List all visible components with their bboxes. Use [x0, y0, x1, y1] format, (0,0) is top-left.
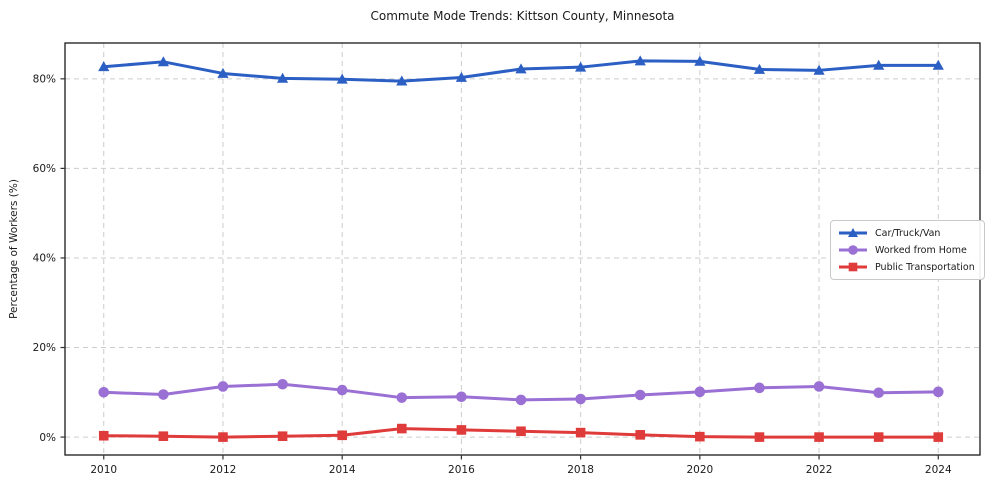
x-tick-label: 2022	[806, 464, 833, 476]
marker-worked-from-home	[98, 387, 110, 398]
marker-public-transportation	[754, 432, 765, 442]
marker-public-transportation	[396, 423, 407, 434]
marker-public-transportation	[516, 426, 526, 437]
marker-car-truck-van	[455, 71, 468, 82]
marker-car-truck-van	[396, 75, 408, 86]
marker-public-transportation	[337, 430, 347, 441]
legend-marker-triangle-icon	[839, 228, 867, 237]
y-tick-label: 80%	[33, 74, 56, 86]
marker-worked-from-home	[813, 381, 825, 392]
legend: Car/Truck/Van Worked from Home Public Tran…	[830, 220, 985, 280]
marker-public-transportation	[158, 431, 169, 441]
marker-worked-from-home	[932, 386, 944, 398]
marker-worked-from-home	[575, 393, 586, 405]
marker-worked-from-home	[217, 381, 229, 392]
marker-worked-from-home	[277, 378, 288, 390]
marker-worked-from-home	[634, 389, 646, 401]
marker-worked-from-home	[754, 382, 765, 394]
marker-car-truck-van	[932, 59, 944, 70]
marker-car-truck-van	[575, 61, 587, 72]
marker-worked-from-home	[515, 394, 527, 406]
marker-worked-from-home	[456, 391, 467, 403]
marker-public-transportation	[218, 432, 228, 442]
marker-public-transportation	[933, 432, 944, 442]
marker-worked-from-home	[873, 387, 884, 399]
marker-car-truck-van	[694, 55, 706, 66]
marker-public-transportation	[456, 425, 467, 435]
marker-car-truck-van	[753, 63, 766, 74]
marker-car-truck-van	[98, 61, 110, 72]
legend-label: Car/Truck/Van	[875, 227, 941, 239]
marker-public-transportation	[814, 432, 824, 442]
legend-marker-circle-icon	[839, 245, 867, 255]
marker-public-transportation	[695, 431, 705, 442]
marker-public-transportation	[277, 431, 288, 441]
y-tick-label: 40%	[33, 253, 56, 265]
legend-label: Public Transportation	[875, 261, 975, 273]
x-tick-label: 2010	[90, 464, 117, 476]
marker-car-truck-van	[813, 64, 825, 75]
legend-item-worked-from-home: Worked from Home	[838, 243, 975, 257]
legend-marker-square-icon	[839, 262, 867, 272]
y-tick-label: 20%	[33, 342, 56, 354]
marker-public-transportation	[575, 427, 586, 438]
x-tick-label: 2016	[448, 464, 475, 476]
x-tick-label: 2024	[925, 464, 952, 476]
legend-item-public-transportation: Public Transportation	[838, 260, 975, 274]
y-axis-label: Percentage of Workers (%)	[8, 179, 20, 319]
marker-car-truck-van	[276, 72, 289, 83]
marker-car-truck-van	[873, 59, 885, 70]
x-tick-label: 2012	[210, 464, 237, 476]
chart-title: Commute Mode Trends: Kittson County, Min…	[370, 9, 675, 23]
marker-public-transportation	[873, 432, 884, 442]
marker-public-transportation	[635, 430, 646, 440]
y-tick-label: 0%	[39, 432, 56, 444]
y-tick-label: 60%	[33, 163, 56, 175]
x-tick-label: 2020	[686, 464, 713, 476]
x-tick-label: 2014	[329, 464, 356, 476]
marker-car-truck-van	[634, 55, 646, 66]
marker-worked-from-home	[336, 384, 348, 396]
marker-car-truck-van	[157, 56, 169, 67]
marker-car-truck-van	[515, 63, 527, 74]
x-tick-label: 2018	[567, 464, 594, 476]
legend-label: Worked from Home	[875, 244, 967, 256]
marker-car-truck-van	[217, 67, 229, 78]
marker-public-transportation	[98, 430, 109, 441]
marker-worked-from-home	[396, 392, 408, 403]
marker-worked-from-home	[694, 386, 706, 398]
marker-car-truck-van	[336, 73, 348, 84]
marker-worked-from-home	[158, 389, 169, 400]
legend-item-car-truck-van: Car/Truck/Van	[838, 226, 975, 240]
